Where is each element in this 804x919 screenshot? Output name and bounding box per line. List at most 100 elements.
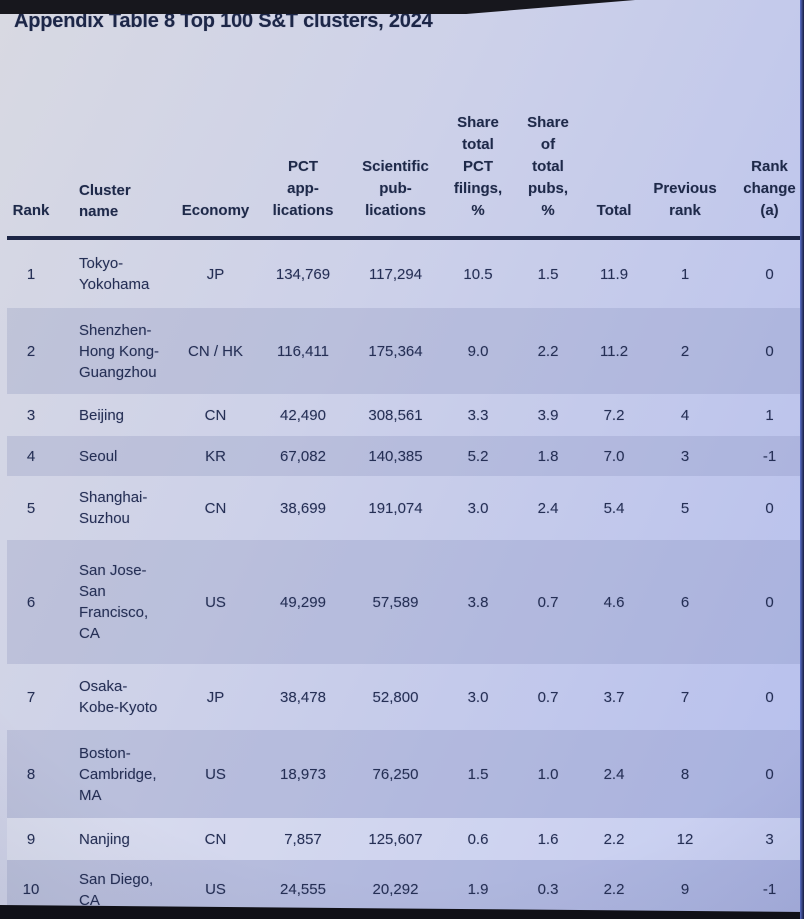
cell-pubs: 117,294 <box>368 265 423 283</box>
cell-rank-change: 0 <box>765 342 774 360</box>
table-row-5: 5 Shanghai- Suzhou CN 38,699 191,074 3.0… <box>7 476 804 540</box>
cell-share-pct: 9.0 <box>467 342 489 360</box>
table-row-9: 9 Nanjing CN 7,857 125,607 0.6 1.6 2.2 1… <box>7 818 804 860</box>
col-header-rank-change: Rank change (a) <box>743 158 796 219</box>
cell-rank-change: 3 <box>765 830 774 848</box>
cell-pubs: 125,607 <box>368 830 423 848</box>
cell-prev-rank: 3 <box>680 447 690 465</box>
cell-pct: 49,299 <box>280 593 326 611</box>
cell-economy: CN <box>204 406 227 424</box>
cell-economy: JP <box>206 265 225 283</box>
cell-share-pubs: 0.7 <box>537 688 559 706</box>
screen-bezel-right <box>800 0 804 919</box>
cell-pubs: 191,074 <box>368 499 423 517</box>
cell-pct: 38,699 <box>280 499 326 517</box>
cell-rank-change: -1 <box>762 447 777 465</box>
cell-rank: 1 <box>26 265 36 283</box>
cell-cluster: Shanghai- Suzhou <box>79 489 148 527</box>
table-row-6: 6 San Jose- San Francisco, CA US 49,299 … <box>7 540 804 664</box>
cell-total: 5.4 <box>603 499 625 517</box>
cell-cluster: Osaka- Kobe-Kyoto <box>79 678 158 716</box>
cell-share-pct: 3.3 <box>467 406 489 424</box>
cell-prev-rank: 5 <box>680 499 690 517</box>
cell-share-pct: 3.8 <box>467 593 489 611</box>
cell-cluster: Tokyo- Yokohama <box>79 255 150 293</box>
cell-rank-change: 0 <box>765 765 774 783</box>
cell-economy: KR <box>205 447 226 465</box>
cell-economy: US <box>205 881 226 898</box>
cell-pubs: 175,364 <box>368 342 423 360</box>
cell-cluster: Seoul <box>79 447 118 465</box>
table-row-8: 8 Boston- Cambridge, MA US 18,973 76,250… <box>7 730 804 818</box>
cell-rank: 2 <box>26 342 36 360</box>
col-header-total: Total <box>596 202 632 219</box>
cell-cluster: Shenzhen- Hong Kong- Guangzhou <box>79 321 160 381</box>
cell-rank-change: 0 <box>765 593 774 611</box>
cell-rank: 5 <box>26 499 36 517</box>
cell-share-pubs: 2.2 <box>537 342 559 360</box>
cell-total: 2.2 <box>603 881 625 898</box>
cell-pubs: 140,385 <box>368 447 423 465</box>
cell-share-pct: 0.6 <box>467 830 489 848</box>
cell-share-pubs: 1.8 <box>537 447 559 465</box>
cell-cluster: Boston- Cambridge, MA <box>79 744 157 804</box>
clusters-table: Rank Cluster name Economy PCT app- licat… <box>7 60 804 919</box>
cell-total: 4.6 <box>603 593 625 611</box>
cell-total: 7.2 <box>603 406 625 424</box>
cell-total: 2.4 <box>603 765 625 783</box>
cell-economy: CN <box>204 499 227 517</box>
cell-rank: 8 <box>26 765 36 783</box>
cell-share-pct: 3.0 <box>467 499 489 517</box>
cell-economy: US <box>205 765 226 783</box>
cell-rank: 9 <box>26 830 36 848</box>
table-row-7: 7 Osaka- Kobe-Kyoto JP 38,478 52,800 3.0… <box>7 664 804 730</box>
cell-share-pct: 3.0 <box>467 688 489 706</box>
cell-share-pubs: 1.0 <box>537 765 559 783</box>
cell-pct: 42,490 <box>280 406 326 424</box>
table-body: 1 Tokyo- Yokohama JP 134,769 117,294 10.… <box>7 240 804 919</box>
cell-total: 3.7 <box>603 688 625 706</box>
table-row-4: 4 Seoul KR 67,082 140,385 5.2 1.8 7.0 3 … <box>7 436 804 476</box>
cell-pct: 7,857 <box>284 830 322 848</box>
cell-cluster: Nanjing <box>79 830 130 848</box>
col-header-previous-rank: Previous rank <box>653 180 717 219</box>
cell-rank: 6 <box>26 593 36 611</box>
cell-rank-change: 0 <box>765 265 774 283</box>
col-header-cluster-name: Cluster name <box>79 182 131 220</box>
cell-share-pubs: 2.4 <box>537 499 559 517</box>
cell-pct: 18,973 <box>280 765 326 783</box>
cell-share-pubs: 0.3 <box>537 881 559 898</box>
cell-pct: 116,411 <box>277 342 329 360</box>
cell-prev-rank: 4 <box>680 406 690 424</box>
cell-share-pubs: 3.9 <box>537 406 559 424</box>
cell-economy: US <box>205 593 226 611</box>
cell-cluster: Beijing <box>79 406 125 424</box>
cell-pct: 24,555 <box>280 881 326 898</box>
cell-share-pct: 1.5 <box>467 765 489 783</box>
cell-share-pubs: 0.7 <box>537 593 559 611</box>
col-header-pct-applications: PCT app- lications <box>272 158 334 219</box>
cell-total: 11.9 <box>599 265 629 283</box>
cell-pubs: 76,250 <box>372 765 419 783</box>
cell-rank-change: -1 <box>762 881 777 898</box>
col-header-rank: Rank <box>12 202 50 219</box>
col-header-share-pubs: Share of total pubs, % <box>527 114 569 219</box>
screen-bezel-top <box>0 0 636 14</box>
cell-pubs: 57,589 <box>372 593 419 611</box>
cell-rank: 3 <box>26 406 36 424</box>
cell-share-pct: 1.9 <box>467 881 489 898</box>
cell-prev-rank: 9 <box>680 881 690 898</box>
cell-pubs: 20,292 <box>372 881 419 898</box>
cell-pct: 134,769 <box>275 265 331 283</box>
cell-pubs: 308,561 <box>368 406 423 424</box>
cell-total: 2.2 <box>603 830 625 848</box>
col-header-share-pct-filings: Share total PCT filings, % <box>453 114 503 219</box>
cell-pubs: 52,800 <box>372 688 419 706</box>
cell-rank: 4 <box>26 447 36 465</box>
table-row-2: 2 Shenzhen- Hong Kong- Guangzhou CN / HK… <box>7 308 804 394</box>
cell-pct: 67,082 <box>280 447 326 465</box>
cell-economy: CN <box>204 830 227 848</box>
cell-share-pct: 10.5 <box>463 265 493 283</box>
cell-prev-rank: 6 <box>680 593 690 611</box>
